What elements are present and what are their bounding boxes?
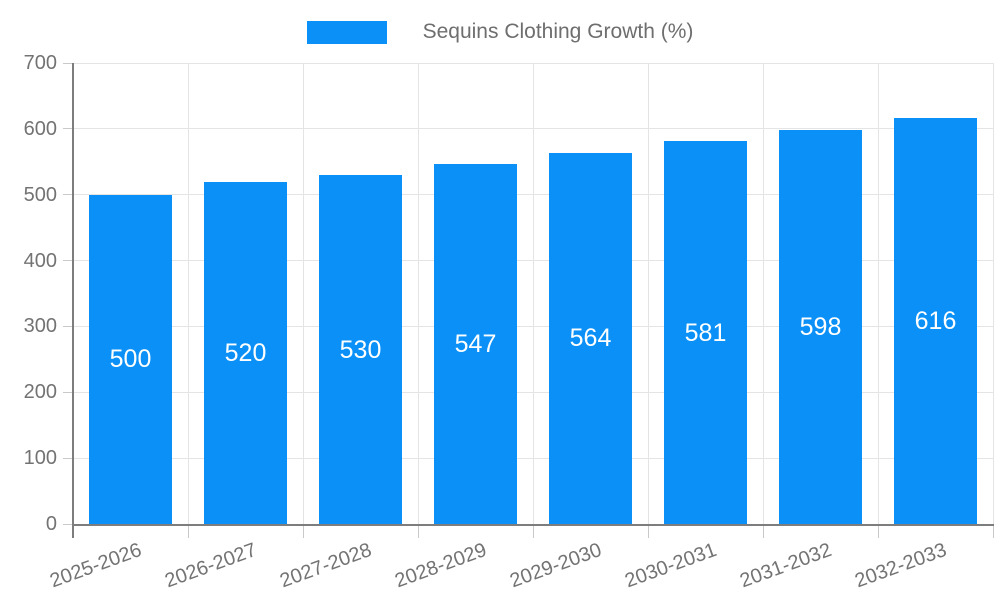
x-gridline <box>532 63 534 524</box>
x-tick-mark <box>992 526 994 538</box>
x-axis-tick-label: 2029-2030 <box>506 538 605 593</box>
y-tick-mark <box>63 457 73 459</box>
bar-value-label: 598 <box>799 313 842 342</box>
y-tick-mark <box>63 391 73 393</box>
y-tick-mark <box>63 62 73 64</box>
y-tick-mark <box>63 128 73 130</box>
x-gridline <box>762 63 764 524</box>
legend-swatch-icon <box>306 20 387 44</box>
x-tick-mark <box>647 526 649 538</box>
legend-label: Sequins Clothing Growth (%) <box>422 20 694 43</box>
x-axis-tick-label: 2028-2029 <box>391 538 490 593</box>
x-axis-tick-label: 2027-2028 <box>276 538 375 593</box>
x-axis-tick-label: 2025-2026 <box>46 538 145 593</box>
bar-value-label: 520 <box>224 338 267 367</box>
y-axis-tick-label: 400 <box>23 249 57 272</box>
bar-value-label: 500 <box>109 345 152 374</box>
bar <box>319 175 402 524</box>
x-axis-line <box>72 524 994 526</box>
y-axis-tick-label: 200 <box>23 381 57 404</box>
x-axis-tick-label: 2026-2027 <box>161 538 260 593</box>
x-gridline <box>302 63 304 524</box>
x-gridline <box>992 63 994 524</box>
bar <box>89 194 172 524</box>
x-tick-mark <box>762 526 764 538</box>
x-tick-mark <box>417 526 419 538</box>
x-gridline <box>187 63 189 524</box>
x-tick-mark <box>187 526 189 538</box>
bar <box>549 152 632 524</box>
y-axis-tick-label: 500 <box>23 183 57 206</box>
x-gridline <box>417 63 419 524</box>
y-axis-tick-label: 700 <box>23 52 57 74</box>
bar-value-label: 581 <box>684 318 727 347</box>
bar <box>664 141 747 524</box>
x-gridline <box>877 63 879 524</box>
bar <box>204 181 287 524</box>
x-gridline <box>647 63 649 524</box>
bar-value-label: 530 <box>339 335 382 364</box>
y-tick-mark <box>63 260 73 262</box>
bar <box>779 130 862 524</box>
x-axis-tick-label: 2030-2031 <box>621 538 720 593</box>
y-tick-mark <box>63 523 73 525</box>
x-tick-mark <box>302 526 304 538</box>
x-tick-mark <box>532 526 534 538</box>
bar <box>894 118 977 524</box>
bar-value-label: 564 <box>569 324 612 353</box>
x-axis-tick-label: 2031-2032 <box>736 538 835 593</box>
x-axis-tick-label: 2032-2033 <box>851 538 950 593</box>
bar-value-label: 616 <box>914 307 957 336</box>
y-axis-tick-label: 300 <box>23 315 57 338</box>
y-axis-tick-label: 600 <box>23 117 57 140</box>
y-axis-tick-label: 0 <box>45 513 57 535</box>
y-axis-tick-label: 100 <box>23 447 57 470</box>
y-tick-mark <box>63 325 73 327</box>
y-tick-mark <box>63 194 73 196</box>
chart-legend[interactable]: Sequins Clothing Growth (%) <box>0 20 1000 44</box>
y-axis-line <box>72 63 74 538</box>
bar-value-label: 547 <box>454 329 497 358</box>
x-tick-mark <box>877 526 879 538</box>
bar <box>434 163 517 524</box>
